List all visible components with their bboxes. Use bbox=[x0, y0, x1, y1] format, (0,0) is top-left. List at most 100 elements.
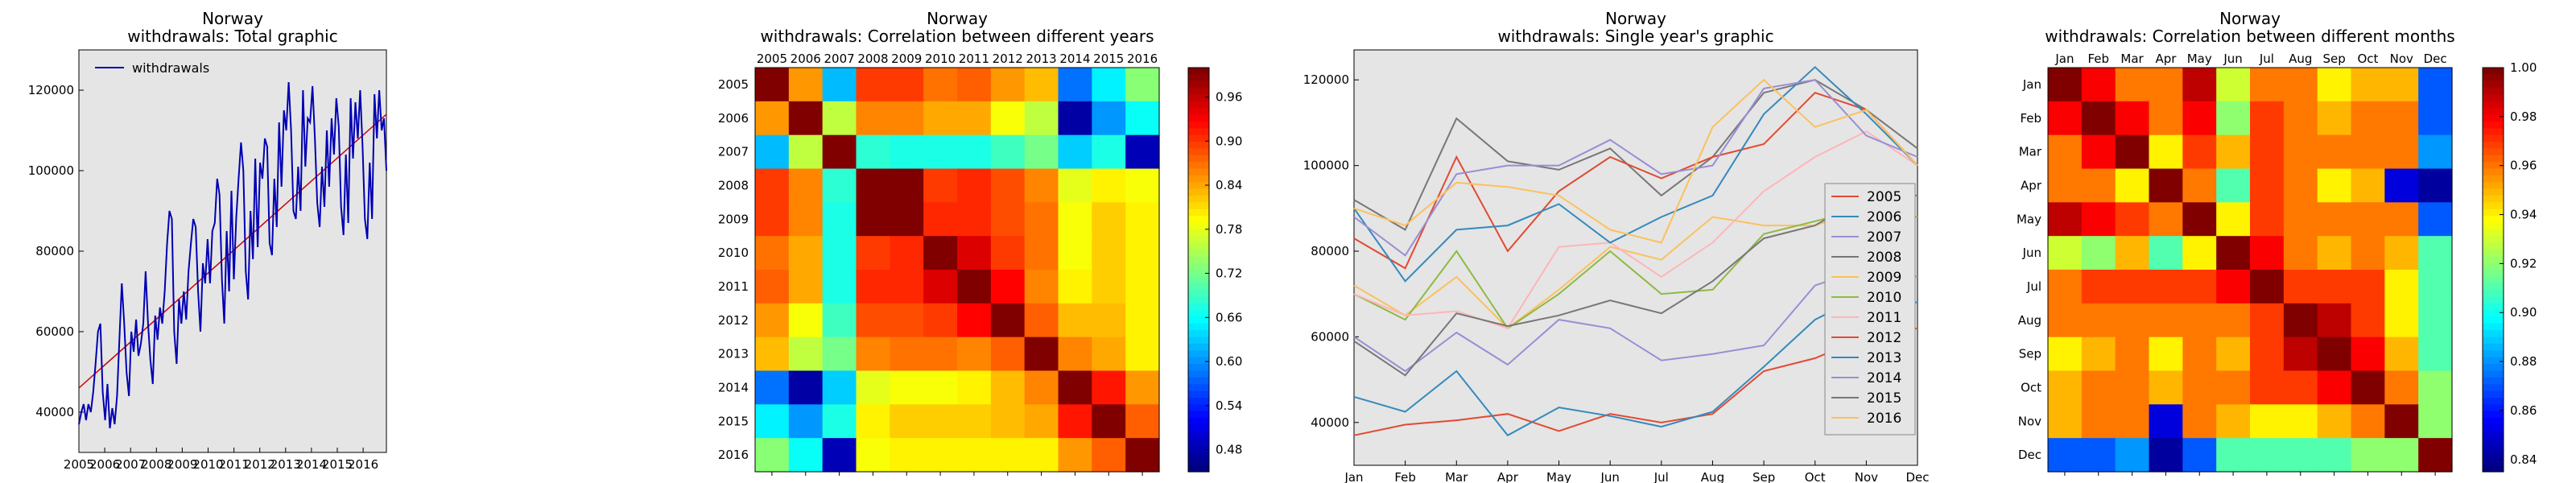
heatmap-cell bbox=[1024, 438, 1059, 473]
heatmap-cell bbox=[2384, 336, 2419, 372]
colorbar-segment bbox=[1188, 390, 1209, 398]
colorbar-segment bbox=[1188, 336, 1209, 345]
row-label: 2016 bbox=[718, 448, 749, 462]
heatmap-cell bbox=[1125, 404, 1160, 439]
colorbar-label: 0.90 bbox=[2510, 305, 2537, 320]
colorbar-segment bbox=[1188, 168, 1209, 176]
heatmap-cell bbox=[1058, 168, 1092, 203]
heatmap-cell bbox=[2216, 303, 2251, 338]
column-label: 2005 bbox=[757, 52, 787, 66]
heatmap-cell bbox=[2182, 68, 2217, 102]
colorbar-segment bbox=[2483, 188, 2504, 196]
heatmap-cell bbox=[2384, 438, 2419, 473]
column-label: 2009 bbox=[891, 52, 922, 66]
heatmap-cell bbox=[856, 68, 890, 102]
heatmap-cell bbox=[2081, 134, 2116, 170]
heatmap-cell bbox=[890, 168, 924, 203]
y-tick-label: 60000 bbox=[35, 324, 74, 339]
heatmap-cell bbox=[990, 134, 1026, 170]
colorbar-segment bbox=[1188, 249, 1209, 257]
colorbar-segment bbox=[1188, 175, 1209, 183]
column-label: 2015 bbox=[1093, 52, 1124, 66]
colorbar-segment bbox=[2483, 114, 2504, 122]
heatmap-cell bbox=[1092, 438, 1126, 473]
heatmap-cell bbox=[1125, 370, 1160, 405]
heatmap-cell bbox=[1058, 236, 1092, 270]
heatmap-cell bbox=[788, 101, 824, 136]
colorbar-frame bbox=[2482, 67, 2504, 473]
series-line-2010 bbox=[1353, 207, 1918, 330]
colorbar-segment bbox=[1188, 155, 1209, 163]
column-label: 2013 bbox=[1026, 52, 1056, 66]
heatmap-cell bbox=[2418, 303, 2453, 338]
heatmap-cell bbox=[2384, 168, 2419, 203]
heatmap-cell bbox=[923, 101, 958, 136]
heatmap-cell bbox=[2048, 438, 2083, 473]
colorbar-segment bbox=[1188, 134, 1209, 142]
colorbar-segment bbox=[1188, 270, 1209, 277]
heatmap-cell bbox=[2048, 202, 2083, 237]
x-tick-label: 2013 bbox=[270, 457, 301, 472]
heatmap-cell bbox=[1024, 336, 1059, 372]
heatmap-frame bbox=[2047, 67, 2453, 473]
heatmap-cell bbox=[1125, 303, 1160, 338]
heatmap-cell bbox=[2317, 270, 2352, 304]
heatmap-cell bbox=[788, 336, 824, 372]
heatmap-cell bbox=[1024, 134, 1059, 170]
colorbar-segment bbox=[1188, 276, 1209, 284]
heatmap-cell bbox=[923, 236, 958, 270]
series-line-2006 bbox=[1353, 293, 1918, 437]
heatmap-cell bbox=[990, 168, 1026, 203]
colorbar-label: 0.90 bbox=[1216, 134, 1242, 148]
x-tick-label: 2008 bbox=[141, 457, 171, 472]
row-label: Mar bbox=[2019, 145, 2042, 159]
colorbar-segment bbox=[2483, 350, 2504, 358]
heatmap-cell bbox=[990, 236, 1026, 270]
row-label: Feb bbox=[2020, 111, 2041, 126]
heatmap-cell bbox=[788, 236, 824, 270]
legend-label: 2014 bbox=[1867, 370, 1901, 386]
colorbar-segment bbox=[1188, 68, 1209, 75]
row-label: 2012 bbox=[718, 313, 749, 328]
heatmap-cell bbox=[2351, 370, 2385, 405]
colorbar-segment bbox=[2483, 262, 2504, 270]
colorbar-segment bbox=[1188, 438, 1209, 446]
heatmap-cell bbox=[2048, 270, 2083, 304]
heatmap-cell bbox=[890, 438, 924, 473]
colorbar-segment bbox=[1188, 80, 1209, 89]
heatmap-cell bbox=[2250, 438, 2285, 473]
heatmap-cell bbox=[1024, 168, 1059, 203]
colorbar-segment bbox=[2483, 121, 2504, 129]
heatmap-cell bbox=[2250, 168, 2285, 203]
heatmap-cell bbox=[2182, 370, 2217, 405]
heatmap-cell bbox=[990, 101, 1026, 136]
heatmap-cell bbox=[990, 303, 1026, 338]
heatmap-cell bbox=[2384, 134, 2419, 170]
heatmap-cell bbox=[2115, 236, 2150, 270]
heatmap-cell bbox=[1058, 270, 1092, 304]
legend-label: 2009 bbox=[1867, 270, 1901, 286]
heatmap-cell bbox=[2283, 404, 2318, 439]
heatmap-cell bbox=[788, 168, 824, 203]
colorbar-label: 0.60 bbox=[1216, 354, 1242, 369]
colorbar-label: 0.48 bbox=[1216, 443, 1242, 457]
colorbar-segment bbox=[1188, 431, 1209, 439]
heatmap-cell bbox=[788, 370, 824, 405]
heatmap-cell bbox=[2081, 101, 2116, 136]
heatmap-cell bbox=[2418, 270, 2453, 304]
x-tick-label: 2005 bbox=[64, 457, 94, 472]
x-tick-label: 2011 bbox=[219, 457, 250, 472]
colorbar-segment bbox=[1188, 94, 1209, 102]
colorbar-segment bbox=[2483, 168, 2504, 176]
colorbar-segment bbox=[1188, 464, 1209, 473]
row-label: Sep bbox=[2019, 347, 2041, 361]
heatmap-cell bbox=[1092, 236, 1126, 270]
heatmap-cell bbox=[890, 202, 924, 237]
colorbar-label: 0.94 bbox=[2510, 208, 2537, 222]
colorbar-segment bbox=[2483, 249, 2504, 257]
heatmap-cell bbox=[2317, 370, 2352, 405]
colorbar-label: 0.78 bbox=[1216, 222, 1242, 237]
heatmap-cell bbox=[2351, 236, 2385, 270]
heatmap-cell bbox=[755, 370, 790, 405]
colorbar-label: 0.88 bbox=[2510, 354, 2537, 369]
